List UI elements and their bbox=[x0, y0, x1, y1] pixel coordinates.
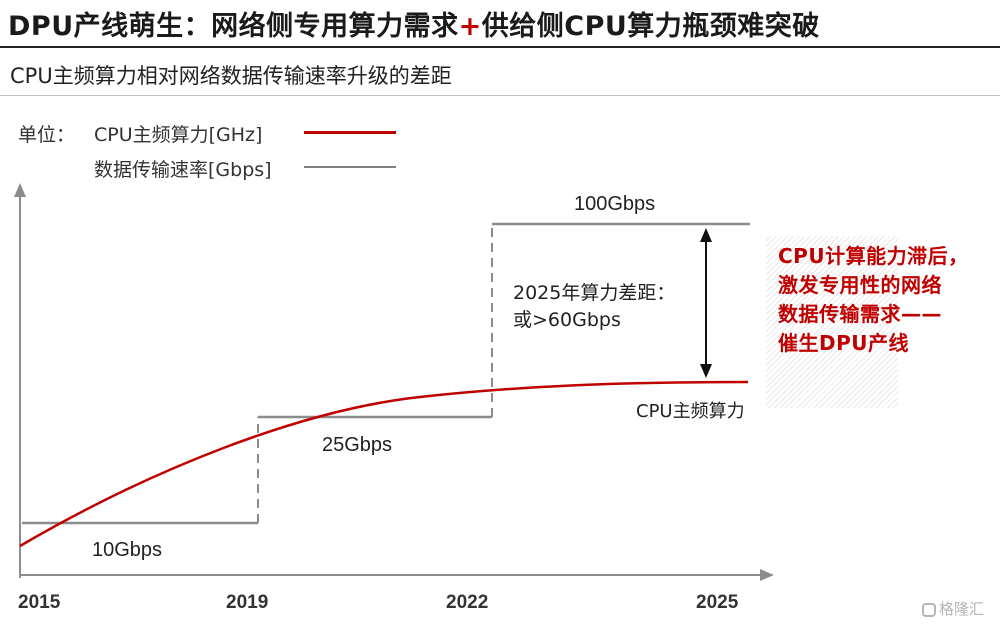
watermark-logo-icon bbox=[922, 603, 936, 617]
gap-arrow-up-icon bbox=[700, 228, 712, 242]
callout-line1: CPU计算能力滞后， bbox=[778, 244, 969, 268]
unit-label: 单位： bbox=[18, 124, 76, 146]
callout-line2: 激发专用性的网络 bbox=[778, 273, 942, 297]
x-tick-2022: 2022 bbox=[446, 592, 488, 613]
cpu-series-label: CPU主频算力 bbox=[636, 401, 745, 422]
x-tick-2015: 2015 bbox=[18, 592, 61, 613]
legend-label-network: 数据传输速率[Gbps] bbox=[94, 159, 272, 181]
cpu-curve bbox=[19, 380, 749, 548]
title-plus: + bbox=[458, 11, 482, 42]
y-axis-arrow-icon bbox=[14, 183, 26, 197]
page-title: DPU产线萌生：网络侧专用算力需求+供给侧CPU算力瓶颈难突破 bbox=[8, 4, 820, 43]
gap-arrow-down-icon bbox=[700, 364, 712, 378]
title-part2: 供给侧CPU算力瓶颈难突破 bbox=[481, 11, 820, 42]
title-divider bbox=[0, 46, 1000, 48]
x-tick-2019: 2019 bbox=[226, 592, 268, 613]
legend-label-cpu: CPU主频算力[GHz] bbox=[94, 124, 263, 146]
gap-annotation-line1: 2025年算力差距： bbox=[513, 282, 676, 304]
callout-line4: 催生DPU产线 bbox=[778, 331, 909, 355]
x-axis-arrow-icon bbox=[760, 569, 774, 581]
gap-annotation-line2: 或>60Gbps bbox=[513, 309, 621, 331]
legend-swatch-network bbox=[304, 166, 396, 168]
x-tick-2025: 2025 bbox=[696, 592, 739, 613]
callout-line3: 数据传输需求—— bbox=[778, 302, 942, 326]
legend-swatch-cpu bbox=[304, 131, 396, 134]
step-label-10g: 10Gbps bbox=[92, 539, 162, 561]
callout-box bbox=[766, 236, 898, 408]
step-label-25g: 25Gbps bbox=[322, 434, 392, 456]
gap-annotation: 2025年算力差距： 或>60Gbps bbox=[513, 280, 675, 334]
watermark-text: 格隆汇 bbox=[939, 600, 985, 618]
subtitle-divider bbox=[0, 95, 1000, 96]
watermark: 格隆汇 bbox=[922, 598, 984, 619]
title-part1: DPU产线萌生：网络侧专用算力需求 bbox=[8, 11, 459, 42]
chart-subtitle: CPU主频算力相对网络数据传输速率升级的差距 bbox=[10, 64, 452, 88]
callout-text: CPU计算能力滞后， 激发专用性的网络 数据传输需求—— 催生DPU产线 bbox=[778, 242, 969, 358]
step-label-100g: 100Gbps bbox=[574, 193, 655, 215]
